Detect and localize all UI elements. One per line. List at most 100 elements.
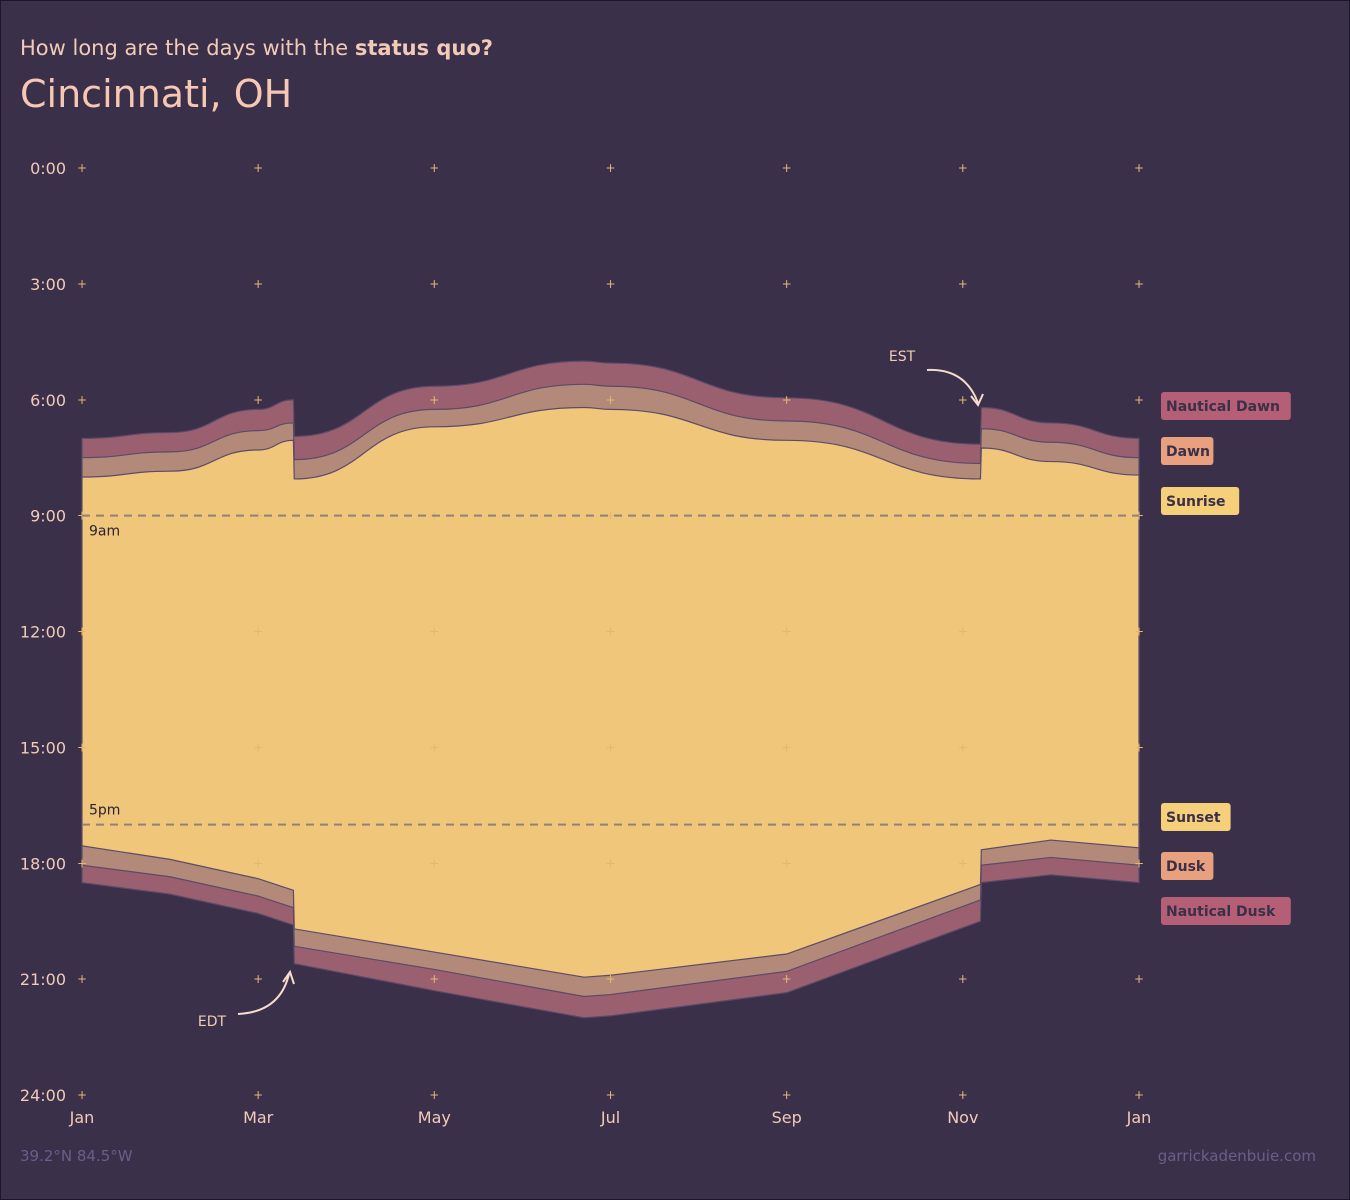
- annotation-est-arrow: [926, 368, 979, 404]
- grid-marker: +: [782, 856, 792, 870]
- grid-marker: +: [605, 277, 615, 291]
- annotation-edt: EDT: [198, 1014, 227, 1030]
- legend-item: Dawn: [1161, 437, 1214, 465]
- grid-marker: +: [782, 393, 792, 407]
- grid-marker: +: [253, 161, 263, 175]
- grid-marker: +: [605, 972, 615, 986]
- grid-marker: +: [253, 509, 263, 523]
- x-tick-label: May: [418, 1108, 451, 1127]
- grid-marker: +: [429, 277, 439, 291]
- legend-label: Nautical Dawn: [1166, 399, 1280, 415]
- grid-marker: +: [958, 972, 968, 986]
- grid-marker: +: [1134, 740, 1144, 754]
- y-tick-label: 0:00: [30, 159, 66, 178]
- x-tick-label: Sep: [772, 1108, 802, 1127]
- grid-marker: +: [77, 740, 87, 754]
- legend-label: Sunset: [1166, 810, 1221, 826]
- band-daylight: [81, 406, 1140, 978]
- reference-label-5pm: 5pm: [89, 803, 120, 819]
- legend: Nautical Dawn Dawn Sunrise Sunset Dusk Nautic…: [1161, 392, 1291, 925]
- grid-marker: +: [958, 1088, 968, 1102]
- x-tick-label: Jan: [69, 1108, 95, 1127]
- grid-marker: +: [958, 509, 968, 523]
- subtitle-prefix: How long are the days with the: [20, 36, 355, 60]
- grid-marker: +: [782, 161, 792, 175]
- grid-marker: +: [253, 625, 263, 639]
- y-tick-label: 21:00: [20, 970, 66, 989]
- grid-marker: +: [782, 625, 792, 639]
- legend-swatch: [1161, 392, 1291, 420]
- grid-marker: +: [77, 625, 87, 639]
- grid-marker: +: [958, 740, 968, 754]
- grid-marker: +: [1134, 277, 1144, 291]
- reference-label-9am: 9am: [89, 524, 120, 540]
- grid-marker: +: [958, 277, 968, 291]
- band-areas: [81, 360, 1140, 1019]
- location-coordinates: 39.2°N 84.5°W: [20, 1147, 133, 1165]
- grid-marker: +: [782, 1088, 792, 1102]
- grid-marker: +: [77, 277, 87, 291]
- grid-marker: +: [77, 972, 87, 986]
- grid-marker: +: [958, 856, 968, 870]
- grid-marker: +: [253, 1088, 263, 1102]
- axes: 0:00 3:00 6:00 9:00 12:00 15:00 18:00 21:00 24:0…: [20, 159, 1151, 1127]
- legend-item: Dusk: [1161, 852, 1214, 880]
- grid-marker: +: [77, 161, 87, 175]
- grid-marker: +: [253, 972, 263, 986]
- grid-marker: +: [429, 856, 439, 870]
- grid-marker: +: [429, 161, 439, 175]
- grid-marker: +: [605, 740, 615, 754]
- grid-marker: +: [605, 393, 615, 407]
- legend-label: Nautical Dusk: [1166, 904, 1276, 920]
- grid-marker: +: [253, 856, 263, 870]
- y-tick-label: 9:00: [30, 507, 66, 526]
- grid-marker: +: [605, 509, 615, 523]
- grid-marker: +: [605, 161, 615, 175]
- grid-marker: +: [782, 277, 792, 291]
- legend-swatch: [1161, 487, 1240, 515]
- legend-item: Sunrise: [1161, 487, 1240, 515]
- grid-marker: +: [1134, 393, 1144, 407]
- grid-marker: +: [429, 393, 439, 407]
- x-tick-label: Mar: [243, 1108, 274, 1127]
- grid-markers: + + + + + + + + + + + + + + + + + + + + + + + + + + + + + + + + + + + + + + + +…: [77, 161, 1144, 1102]
- grid-marker: +: [958, 393, 968, 407]
- grid-marker: +: [429, 740, 439, 754]
- grid-marker: +: [77, 1088, 87, 1102]
- legend-item: Nautical Dusk: [1161, 897, 1291, 925]
- grid-marker: +: [605, 625, 615, 639]
- legend-swatch: [1161, 852, 1214, 880]
- y-tick-label: 3:00: [30, 275, 66, 294]
- chart-subtitle: How long are the days with the status qu…: [20, 36, 493, 60]
- x-tick-label: Jan: [1126, 1108, 1152, 1127]
- grid-marker: +: [77, 393, 87, 407]
- grid-marker: +: [1134, 1088, 1144, 1102]
- reference-lines: 9am 5pm: [82, 514, 1139, 826]
- grid-marker: +: [77, 856, 87, 870]
- legend-label: Dawn: [1166, 444, 1210, 460]
- legend-swatch: [1161, 437, 1214, 465]
- legend-label: Dusk: [1166, 859, 1206, 875]
- grid-marker: +: [958, 161, 968, 175]
- grid-marker: +: [1134, 972, 1144, 986]
- annotations: EST EDT: [198, 349, 984, 1030]
- annotation-edt-arrow: [237, 973, 290, 1015]
- grid-marker: +: [782, 972, 792, 986]
- grid-marker: +: [253, 740, 263, 754]
- y-tick-label: 15:00: [20, 738, 66, 757]
- chart-title: Cincinnati, OH: [20, 72, 293, 116]
- grid-marker: +: [1134, 856, 1144, 870]
- grid-marker: +: [1134, 625, 1144, 639]
- subtitle-emphasis: status quo?: [354, 36, 493, 60]
- legend-label: Sunrise: [1166, 494, 1226, 510]
- grid-marker: +: [1134, 161, 1144, 175]
- grid-marker: +: [429, 972, 439, 986]
- credit-link[interactable]: garrickadenbuie.com: [1157, 1147, 1316, 1165]
- grid-marker: +: [605, 1088, 615, 1102]
- y-tick-label: 6:00: [30, 391, 66, 410]
- y-tick-label: 24:00: [20, 1086, 66, 1105]
- annotation-est: EST: [889, 349, 916, 365]
- x-tick-label: Jul: [600, 1108, 620, 1127]
- grid-marker: +: [429, 1088, 439, 1102]
